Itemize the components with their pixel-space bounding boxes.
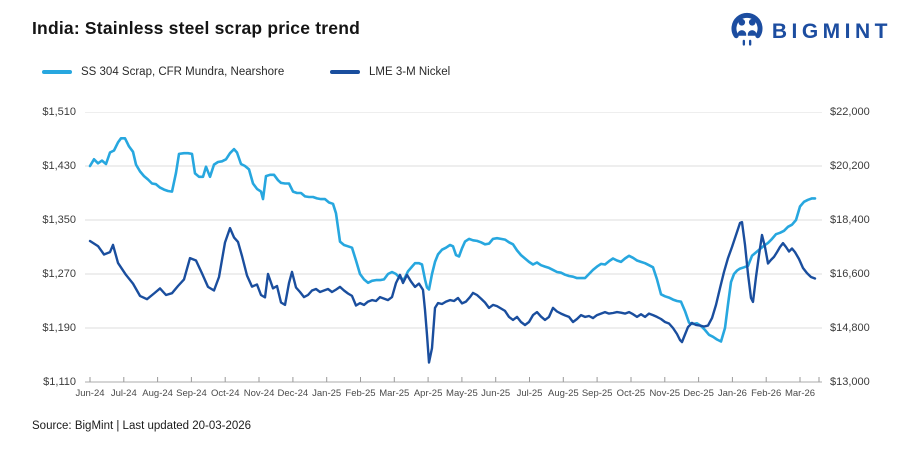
legend-swatch-nickel: [330, 70, 360, 74]
x-tick-label: Jul-24: [110, 388, 137, 399]
x-tick-label: Oct-25: [616, 388, 646, 399]
x-tick-label: Sep-25: [581, 388, 613, 399]
series-line-ss304: [88, 136, 817, 343]
x-tick-label: Jun-25: [481, 388, 511, 399]
x-tick-label: Dec-24: [277, 388, 309, 399]
x-tick-label: Dec-25: [683, 388, 714, 399]
y-tick-label-right: $16,600: [830, 268, 870, 280]
x-tick-label: Jan-25: [312, 388, 342, 399]
x-tick-label: Sep-24: [176, 388, 207, 399]
y-tick-label-right: $13,000: [830, 376, 870, 388]
bigmint-logo: BIGMINT: [729, 10, 892, 53]
y-tick-label-right: $18,400: [830, 214, 870, 226]
x-tick-label: May-25: [446, 388, 478, 399]
x-tick-label: Jan-26: [717, 388, 747, 399]
y-tick-label-left: $1,510: [42, 106, 76, 118]
y-tick-label-left: $1,190: [42, 322, 76, 334]
x-tick-label: Feb-26: [751, 388, 782, 399]
source-note: Source: BigMint | Last updated 20-03-202…: [32, 420, 252, 432]
y-tick-label-left: $1,350: [42, 214, 76, 226]
x-tick-label: Aug-24: [142, 388, 173, 399]
x-tick-label: Oct-24: [210, 388, 240, 399]
x-tick-label: Mar-25: [379, 388, 410, 399]
y-tick-label-right: $14,800: [830, 322, 870, 334]
chart-legend: SS 304 Scrap, CFR Mundra, Nearshore LME …: [42, 66, 862, 82]
legend-item-ss304[interactable]: SS 304 Scrap, CFR Mundra, Nearshore: [42, 66, 284, 78]
x-tick-label: Jun-24: [75, 388, 105, 399]
legend-item-nickel[interactable]: LME 3-M Nickel: [330, 66, 450, 78]
x-tick-label: Aug-25: [548, 388, 579, 399]
y-tick-label-right: $22,000: [830, 106, 870, 118]
bigmint-logo-icon: [729, 10, 765, 53]
legend-label: SS 304 Scrap, CFR Mundra, Nearshore: [81, 66, 285, 78]
x-tick-label: Feb-25: [345, 388, 376, 399]
x-tick-label: Mar-26: [784, 388, 816, 399]
y-tick-label-left: $1,110: [43, 376, 76, 388]
bigmint-logo-text: BIGMINT: [771, 19, 892, 43]
x-tick-label: Jul-25: [516, 388, 543, 399]
y-tick-label-left: $1,270: [42, 268, 76, 280]
series-line-nickel: [88, 220, 817, 364]
x-tick-label: Nov-25: [649, 388, 681, 399]
page-title: India: Stainless steel scrap price trend: [32, 18, 360, 38]
y-tick-label-right: $20,200: [830, 160, 870, 172]
legend-swatch-ss304: [42, 70, 72, 74]
x-tick-label: Apr-25: [413, 388, 443, 399]
legend-label: LME 3-M Nickel: [369, 66, 451, 78]
x-tick-label: Nov-24: [243, 388, 275, 399]
y-tick-label-left: $1,430: [42, 160, 76, 172]
plot-area: [85, 112, 822, 383]
